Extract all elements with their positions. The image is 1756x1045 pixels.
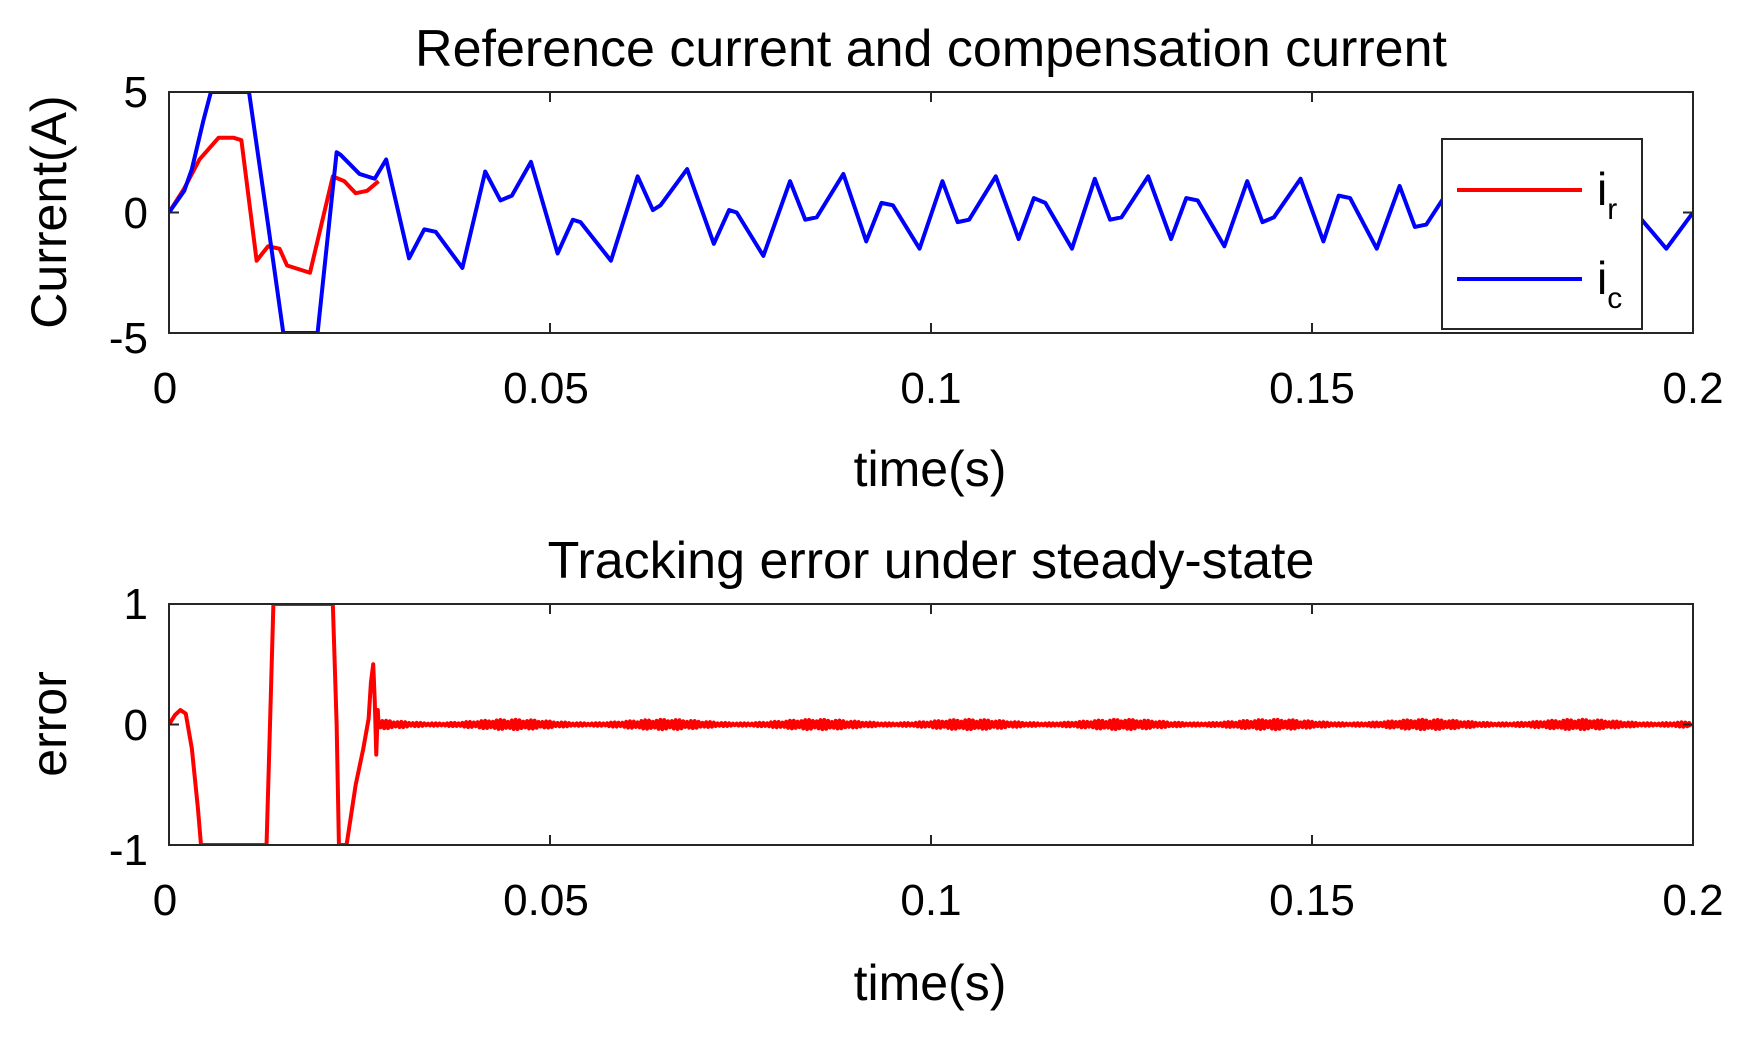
bottom-x-axis-label: time(s) <box>854 955 1007 1011</box>
subplot-top: Reference current and compensation curre… <box>21 20 1724 497</box>
bottom-series-layer <box>169 604 1693 845</box>
bottom-ytick-label: 1 <box>124 580 148 629</box>
top-chart-title: Reference current and compensation curre… <box>415 20 1447 78</box>
top-y-axis-label: Current(A) <box>21 95 77 328</box>
top-xtick-label: 0.1 <box>900 364 961 413</box>
top-ytick-label: 5 <box>124 68 148 117</box>
top-xtick-label: 0.2 <box>1662 364 1723 413</box>
top-axis-ticks <box>168 91 1694 334</box>
top-ytick-label: 0 <box>124 189 148 238</box>
series-line-i-r <box>169 135 380 275</box>
legend-label-ir: ir <box>1597 163 1617 226</box>
top-ytick-label: -5 <box>109 314 148 363</box>
top-x-axis-label: time(s) <box>854 441 1007 497</box>
bottom-xtick-label: 0.1 <box>900 876 961 925</box>
bottom-ytick-label: 0 <box>124 701 148 750</box>
series-line-error <box>169 604 1693 845</box>
bottom-xtick-label: 0 <box>153 876 177 925</box>
legend-label-ir-sub: r <box>1607 193 1617 226</box>
bottom-xtick-label: 0.05 <box>503 876 589 925</box>
bottom-ytick-label: -1 <box>109 826 148 875</box>
top-xtick-label: 0.15 <box>1269 364 1355 413</box>
series-line-i-c <box>169 92 1693 333</box>
top-xtick-label: 0.05 <box>503 364 589 413</box>
bottom-chart-title: Tracking error under steady-state <box>548 532 1315 590</box>
legend-box <box>1441 138 1643 330</box>
top-series-layer <box>169 92 1693 333</box>
legend-label-ic: ic <box>1597 252 1622 315</box>
bottom-axis-ticks <box>168 603 1694 846</box>
legend: ir ic <box>1441 138 1643 330</box>
legend-label-ic-sub: c <box>1607 282 1622 315</box>
subplot-bottom: Tracking error under steady-state 0 0.05… <box>21 532 1724 1011</box>
legend-label-ic-main: i <box>1597 252 1607 304</box>
bottom-y-axis-label: error <box>21 671 77 777</box>
top-xtick-label: 0 <box>153 364 177 413</box>
legend-label-ir-main: i <box>1597 163 1607 215</box>
bottom-xtick-label: 0.15 <box>1269 876 1355 925</box>
bottom-xtick-label: 0.2 <box>1662 876 1723 925</box>
